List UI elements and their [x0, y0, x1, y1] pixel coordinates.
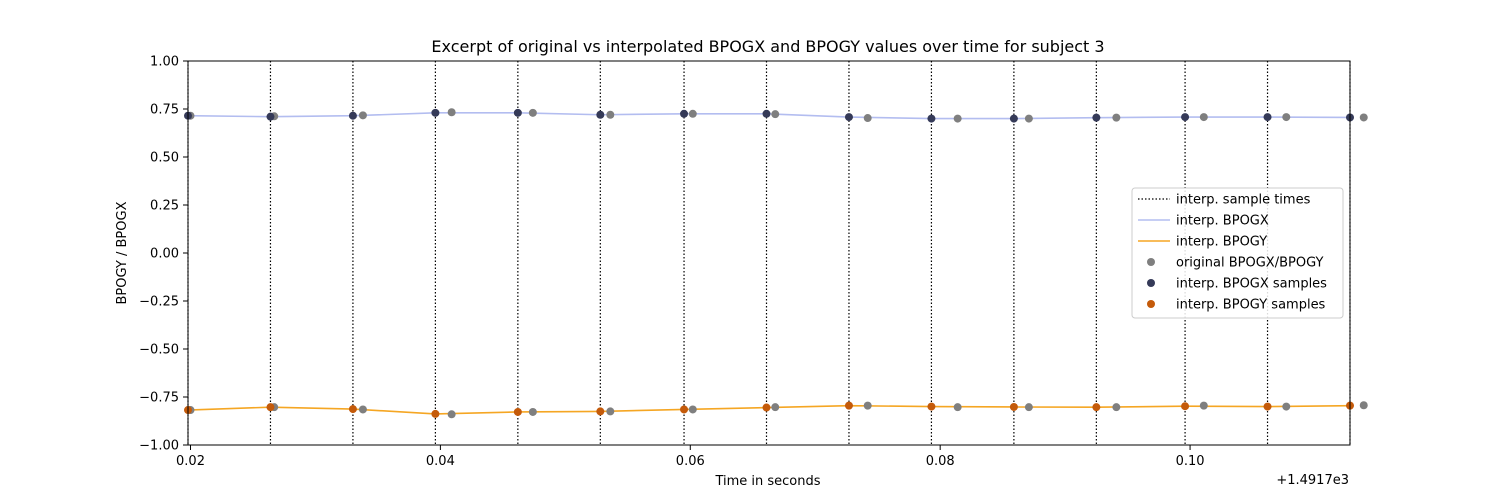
original-bpogx-point: [771, 110, 780, 119]
y-tick-label: −0.50: [139, 343, 179, 358]
original-bpogx-point: [447, 108, 456, 117]
bpogy-sample-point: [1263, 402, 1272, 411]
original-bpogy-point: [863, 401, 872, 410]
bpogy-sample-point: [762, 403, 771, 412]
y-tick-label: −1.00: [139, 439, 179, 454]
bpogx-sample-point: [266, 112, 275, 121]
axes: 0.02 0.04 0.06 0.08 0.10 1.00 0.75 0.50 0.25 0.00…: [139, 55, 1351, 469]
original-bpogx-point: [1024, 114, 1033, 123]
original-bpogy-point: [606, 407, 615, 416]
bpogx-sample-point: [431, 108, 440, 117]
bpogy-sample-point: [844, 401, 853, 410]
bpogy-sample-point: [513, 407, 522, 416]
y-tick-label: −0.75: [139, 391, 179, 406]
original-bpogx-point: [1112, 113, 1121, 122]
original-bpogx-point: [1282, 113, 1291, 122]
original-bpogx-point: [953, 114, 962, 123]
legend-label: interp. BPOGY: [1176, 235, 1267, 250]
legend-label: interp. BPOGX: [1176, 214, 1269, 229]
original-bpogx-point: [863, 114, 872, 123]
bpogy-sample-point: [348, 405, 357, 414]
bpogx-sample-point: [1181, 113, 1190, 122]
legend-swatch-marker: [1147, 300, 1155, 308]
original-bpogy-point: [1112, 403, 1121, 412]
bpogy-sample-point: [1092, 403, 1101, 412]
original-bpogy-point: [953, 403, 962, 412]
bpogy-sample-point: [431, 409, 440, 418]
x-tick-label: 0.06: [676, 454, 705, 469]
bpogx-sample-point: [513, 108, 522, 117]
bpogx-sample-point: [762, 109, 771, 118]
original-bpogx-point: [606, 110, 615, 119]
x-tick-label: 0.04: [426, 454, 455, 469]
bpogx-sample-point: [1092, 113, 1101, 122]
y-tick-label: 0.75: [150, 103, 179, 118]
x-tick-label: 0.10: [1176, 454, 1205, 469]
bpogy-sample-point: [680, 405, 689, 414]
bpogy-sample-point: [1009, 402, 1018, 411]
original-bpogy-point: [688, 405, 697, 414]
original-bpogx-point: [528, 108, 537, 117]
legend-label: interp. BPOGY samples: [1176, 298, 1326, 313]
y-tick-label: 0.00: [150, 247, 179, 262]
bpogx-sample-point: [844, 113, 853, 122]
original-bpogy-point: [771, 403, 780, 412]
bpogx-sample-point: [596, 110, 605, 119]
original-bpogx-point: [688, 109, 697, 118]
y-tick-label: 0.50: [150, 151, 179, 166]
bpogx-sample-point: [1009, 114, 1018, 123]
legend-label: original BPOGX/BPOGY: [1176, 256, 1323, 271]
y-tick-label: −0.25: [139, 295, 179, 310]
x-axis-offset-label: +1.4917e3: [1276, 473, 1349, 488]
x-tick-label: 0.08: [926, 454, 955, 469]
legend-label: interp. BPOGX samples: [1176, 277, 1327, 292]
bpogx-sample-point: [1263, 113, 1272, 122]
legend-swatch-marker: [1147, 279, 1155, 287]
x-axis-label: Time in seconds: [714, 474, 820, 489]
original-bpogx-point: [1359, 113, 1368, 122]
legend-swatch-marker: [1147, 258, 1155, 266]
legend-label: interp. sample times: [1176, 193, 1311, 208]
bpogx-sample-point: [348, 111, 357, 120]
original-bpogy-point: [447, 410, 456, 419]
legend-box: [1131, 187, 1344, 319]
y-tick-label: 1.00: [150, 55, 179, 70]
bpogx-sample-point: [680, 109, 689, 118]
original-bpogy-point: [1199, 401, 1208, 410]
y-axis-label: BPOGY / BPOGX: [115, 201, 130, 304]
original-bpogx-point: [1199, 113, 1208, 122]
chart-title: Excerpt of original vs interpolated BPOG…: [431, 37, 1104, 56]
bpogy-sample-point: [927, 402, 936, 411]
bpogy-sample-point: [596, 407, 605, 416]
bpogy-sample-point: [266, 403, 275, 412]
original-bpogy-point: [1282, 402, 1291, 411]
original-bpogy-point: [1024, 403, 1033, 412]
x-tick-label: 0.02: [176, 454, 205, 469]
bpogx-sample-point: [927, 114, 936, 123]
original-bpogy-point: [358, 405, 367, 414]
y-tick-label: 0.25: [150, 199, 179, 214]
original-bpogy-point: [528, 407, 537, 416]
legend: interp. sample times interp. BPOGX interp.…: [1131, 187, 1344, 319]
original-bpogy-point: [1359, 401, 1368, 410]
bpogy-sample-point: [1181, 402, 1190, 411]
original-bpogx-point: [358, 111, 367, 120]
